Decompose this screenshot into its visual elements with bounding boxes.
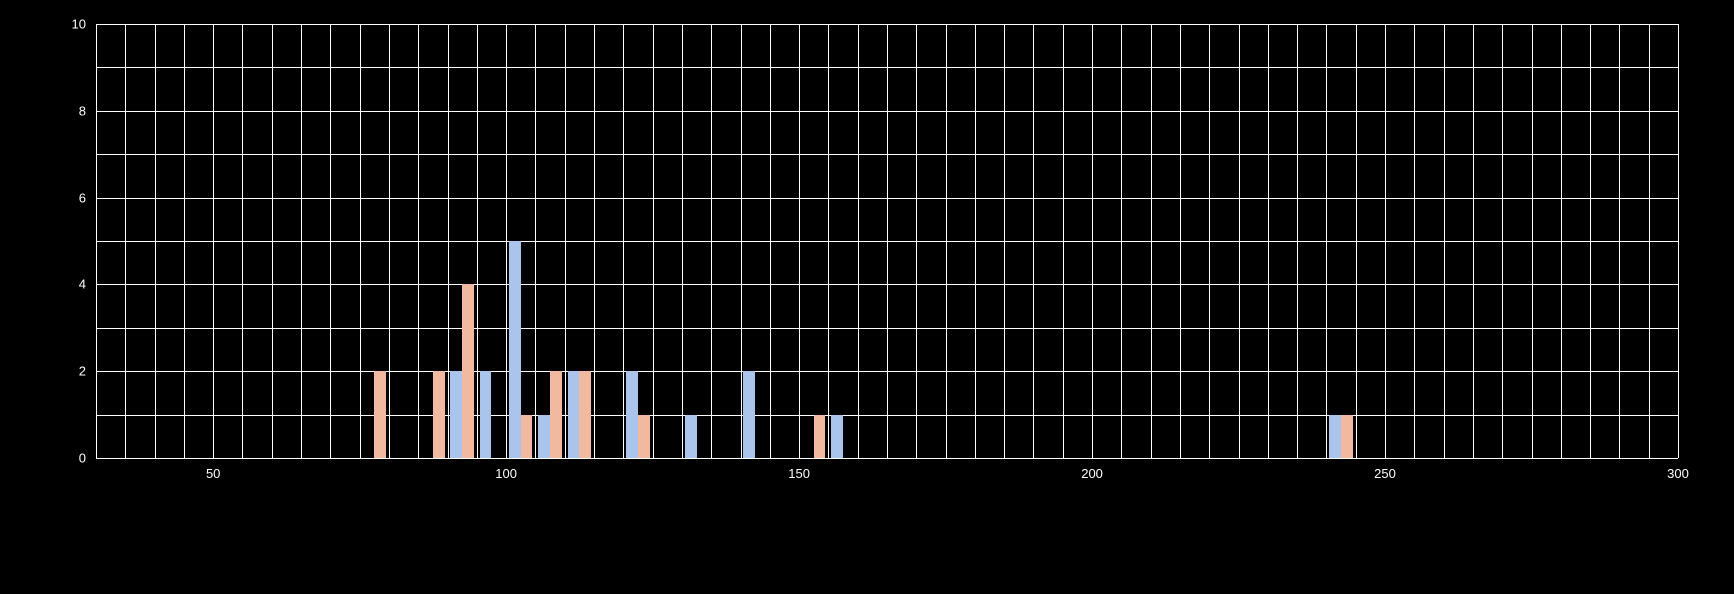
bar-b — [374, 371, 386, 458]
y-tick-label: 2 — [4, 364, 86, 379]
x-axis-ticks: 50100150200250300 — [96, 466, 1678, 486]
bar-b — [579, 371, 591, 458]
grid-hline — [96, 371, 1678, 372]
bar-a — [743, 371, 755, 458]
x-tick-label: 100 — [495, 466, 517, 481]
bar-b — [550, 371, 562, 458]
bar-a — [1329, 415, 1341, 458]
bar-a — [509, 241, 521, 458]
y-tick-label: 8 — [4, 103, 86, 118]
grid-hline — [96, 415, 1678, 416]
bar-b — [638, 415, 650, 458]
y-axis-ticks: 0246810 — [0, 24, 86, 458]
x-tick-label: 250 — [1374, 466, 1396, 481]
grid-hline — [96, 198, 1678, 199]
grid-hline — [96, 24, 1678, 25]
grid-hline — [96, 111, 1678, 112]
bar-a — [480, 371, 492, 458]
grid-hline — [96, 67, 1678, 68]
bar-a — [626, 371, 638, 458]
x-tick-label: 200 — [1081, 466, 1103, 481]
y-tick-label: 4 — [4, 277, 86, 292]
bar-b — [521, 415, 533, 458]
grid-hline — [96, 284, 1678, 285]
x-tick-label: 50 — [206, 466, 220, 481]
plot-area — [96, 24, 1678, 458]
y-tick-label: 6 — [4, 190, 86, 205]
x-tick-label: 150 — [788, 466, 810, 481]
grid-hline — [96, 241, 1678, 242]
bar-a — [568, 371, 580, 458]
grid-hline — [96, 328, 1678, 329]
y-tick-label: 10 — [4, 17, 86, 32]
grid-vline — [1678, 24, 1679, 458]
bar-b — [814, 415, 826, 458]
bar-a — [538, 415, 550, 458]
y-tick-label: 0 — [4, 451, 86, 466]
bar-a — [685, 415, 697, 458]
grid-hline — [96, 458, 1678, 459]
x-tick-label: 300 — [1667, 466, 1689, 481]
grid-hline — [96, 154, 1678, 155]
bar-b — [462, 284, 474, 458]
histogram-chart: 50 100 150 200 250 300 0 2 4 6 8 10 — [0, 0, 1734, 594]
bar-b — [433, 371, 445, 458]
bar-a — [831, 415, 843, 458]
bar-b — [1341, 415, 1353, 458]
bar-a — [450, 371, 462, 458]
